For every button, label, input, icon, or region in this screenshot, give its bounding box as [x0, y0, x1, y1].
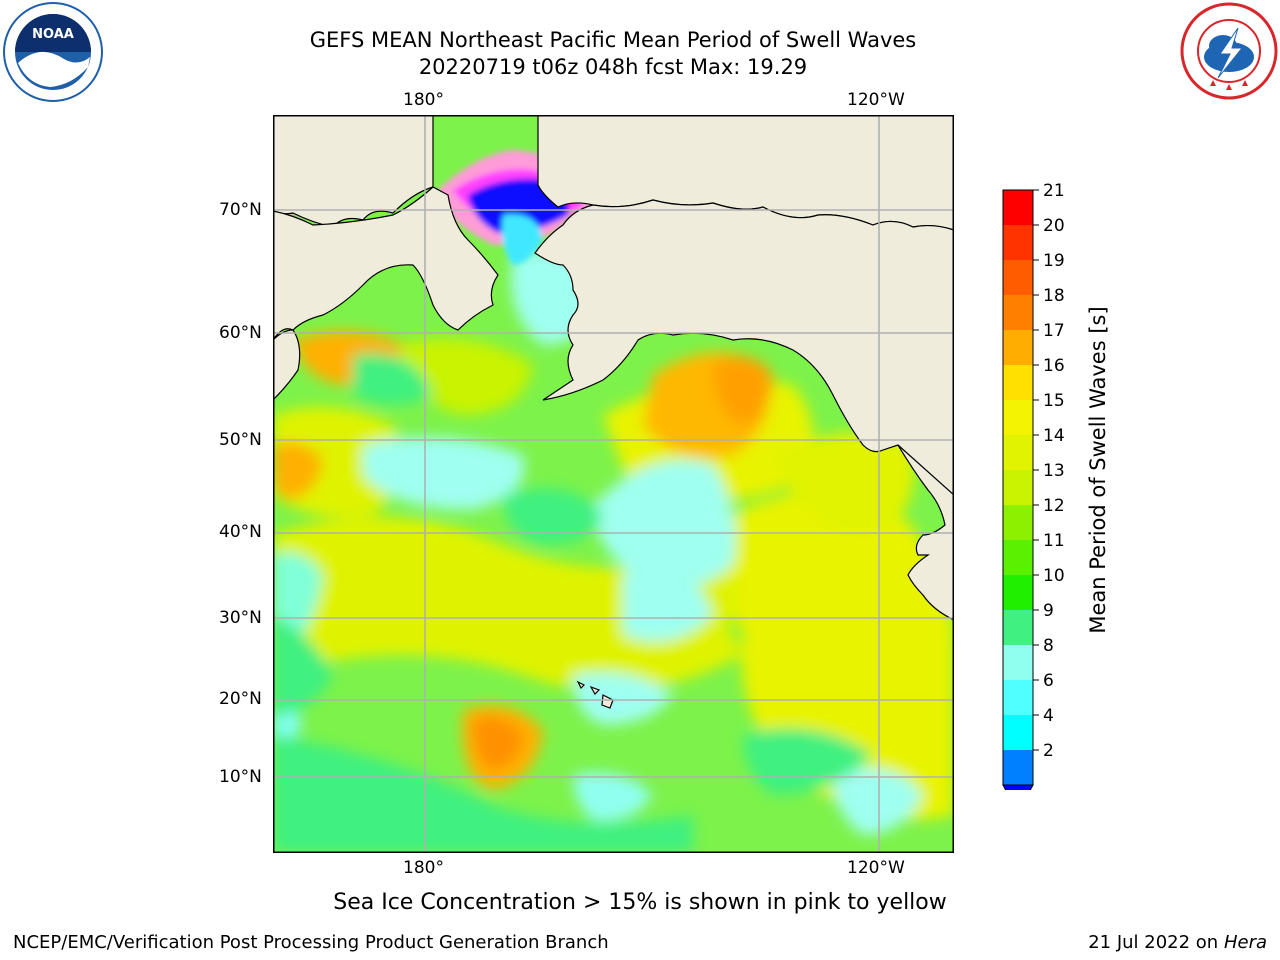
footer-left: NCEP/EMC/Verification Post Processing Pr… — [13, 932, 609, 953]
land-alaska — [534, 199, 954, 501]
land-siberia — [273, 115, 434, 228]
colorbar-tick-label-16: 2 — [1043, 741, 1054, 761]
lon-label-top-120w: 120°W — [847, 90, 905, 110]
footer-date: 21 Jul 2022 on — [1088, 932, 1224, 953]
colorbar-segment-7 — [1003, 435, 1033, 470]
swell-field-blobs — [273, 249, 954, 853]
colorbar-segment-14 — [1003, 680, 1033, 715]
footer-machine: Hera — [1223, 932, 1267, 953]
land-masses — [273, 115, 954, 853]
colorbar-tick-label-15: 4 — [1043, 706, 1054, 726]
colorbar-tick-label-3: 18 — [1043, 286, 1065, 306]
graticule — [273, 115, 954, 853]
colorbar: 21 20 19 18 17 16 15 14 13 12 11 10 9 8 6 4 2 — [990, 180, 1110, 815]
swell-period-map — [273, 115, 954, 853]
colorbar-segment-0 — [1003, 190, 1033, 225]
lat-label-50n: 50°N — [219, 430, 262, 450]
colorbar-label: Mean Period of Swell Waves [s] — [1086, 306, 1110, 634]
lat-label-40n: 40°N — [219, 522, 262, 542]
colorbar-tick-label-12: 9 — [1043, 601, 1054, 621]
colorbar-tick-label-10: 11 — [1043, 531, 1065, 551]
colorbar-tick-label-5: 16 — [1043, 356, 1065, 376]
lon-label-bottom-120w: 120°W — [847, 858, 905, 878]
colorbar-segment-3 — [1003, 295, 1033, 330]
lat-label-10n: 10°N — [219, 767, 262, 787]
colorbar-segment-1 — [1003, 225, 1033, 260]
land-north-america-west — [897, 444, 954, 853]
colorbar-svg: 21 20 19 18 17 16 15 14 13 12 11 10 9 8 6 4 2 — [1002, 181, 1065, 815]
lat-label-60n: 60°N — [219, 323, 262, 343]
chart-subtitle: 20220719 t06z 048h fcst Max: 19.29 — [418, 55, 808, 79]
colorbar-segment-8 — [1003, 470, 1033, 505]
colorbar-segment-13 — [1003, 645, 1033, 680]
map-panel — [273, 115, 954, 853]
noaa-logo-text: NOAA — [32, 27, 74, 42]
colorbar-tick-label-11: 10 — [1043, 566, 1065, 586]
noaa-logo: NOAA — [2, 1, 104, 103]
colorbar-segment-16 — [1003, 750, 1033, 785]
colorbar-tick-label-2: 19 — [1043, 251, 1065, 271]
colorbar-tick-label-7: 14 — [1043, 426, 1065, 446]
lon-label-top-180: 180° — [403, 90, 444, 110]
colorbar-tick-label-6: 15 — [1043, 391, 1065, 411]
colorbar-tick-label-0: 21 — [1043, 181, 1065, 201]
colorbar-tick-label-4: 17 — [1043, 321, 1065, 341]
footer-right: 21 Jul 2022 on Hera — [1088, 932, 1267, 953]
sea-ice-caption: Sea Ice Concentration > 15% is shown in … — [333, 890, 947, 915]
colorbar-segment-6 — [1003, 400, 1033, 435]
colorbar-tick-label-13: 8 — [1043, 636, 1054, 656]
colorbar-segment-10 — [1003, 540, 1033, 575]
colorbar-segment-4 — [1003, 330, 1033, 365]
chart-title: GEFS MEAN Northeast Pacific Mean Period … — [309, 28, 917, 52]
colorbar-segment-2 — [1003, 260, 1033, 295]
colorbar-frame — [1002, 189, 1034, 786]
map-frame — [273, 115, 954, 853]
colorbar-segment-5 — [1003, 365, 1033, 400]
colorbar-extend-arrow — [1002, 784, 1034, 815]
colorbar-segment-12 — [1003, 610, 1033, 645]
nws-logo — [1180, 2, 1278, 100]
colorbar-tick-label-8: 13 — [1043, 461, 1065, 481]
lon-label-bottom-180: 180° — [403, 858, 444, 878]
colorbar-segment-15 — [1003, 715, 1033, 750]
colorbar-tick-label-14: 6 — [1043, 671, 1054, 691]
colorbar-tick-label-9: 12 — [1043, 496, 1065, 516]
colorbar-segment-11 — [1003, 575, 1033, 610]
colorbar-segment-9 — [1003, 505, 1033, 540]
land-chukotka — [273, 186, 499, 342]
colorbar-tick-label-1: 20 — [1043, 216, 1065, 236]
land-hawaii — [576, 680, 614, 709]
lat-label-30n: 30°N — [219, 608, 262, 628]
lat-label-70n: 70°N — [219, 200, 262, 220]
lat-label-20n: 20°N — [219, 689, 262, 709]
